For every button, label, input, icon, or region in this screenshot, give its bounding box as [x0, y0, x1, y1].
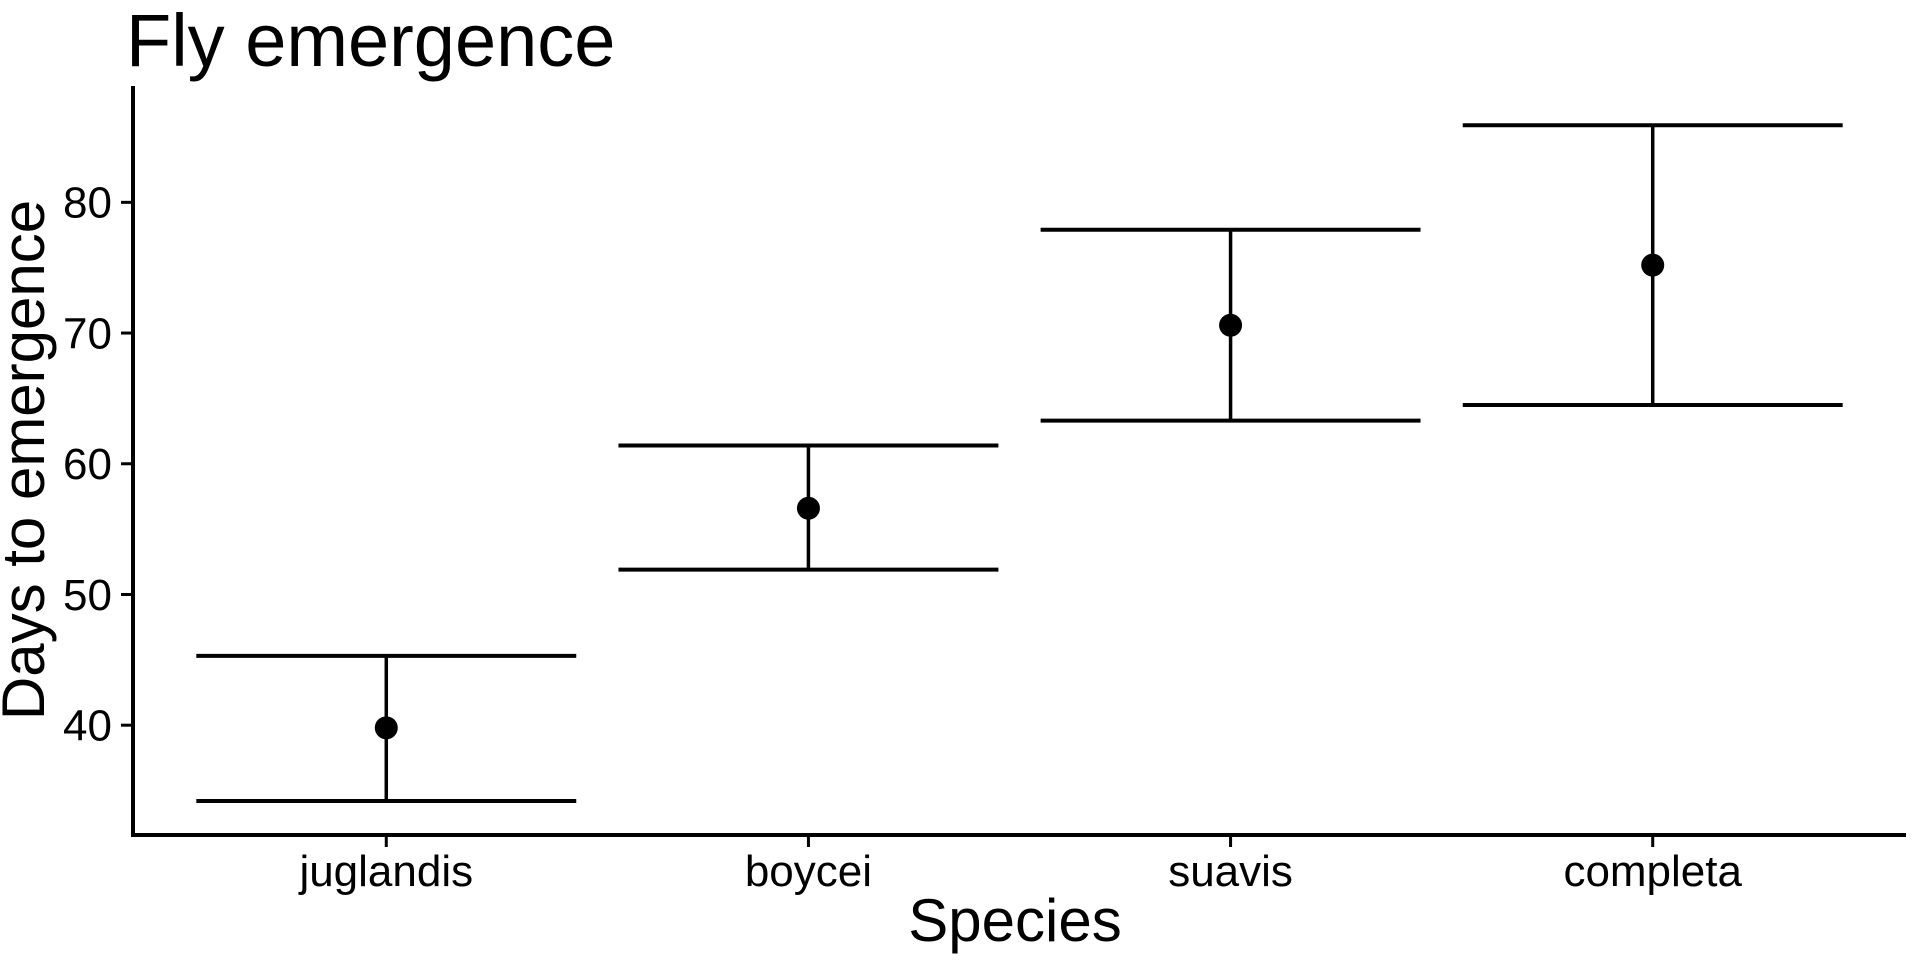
x-axis-title: Species [908, 887, 1121, 954]
y-axis-title: Days to emergence [0, 200, 57, 720]
y-tick-label: 50 [63, 571, 112, 620]
y-tick-label: 70 [63, 309, 112, 358]
y-tick-label: 80 [63, 179, 112, 228]
plot-panel: 40 50 60 70 80 juglandis boycei suavis completa [63, 86, 1906, 896]
x-tick-label: completa [1563, 847, 1742, 896]
mean-point-boycei [796, 496, 820, 520]
chart-title: Fly emergence [126, 0, 615, 82]
mean-point-suavis [1219, 313, 1243, 337]
x-tick-label: juglandis [297, 847, 473, 896]
mean-point-juglandis [374, 716, 398, 740]
x-tick-label: suavis [1168, 847, 1293, 896]
y-tick-label: 60 [63, 440, 112, 489]
y-tick-label: 40 [63, 702, 112, 751]
x-tick-label: boycei [745, 847, 872, 896]
mean-point-completa [1641, 253, 1665, 277]
